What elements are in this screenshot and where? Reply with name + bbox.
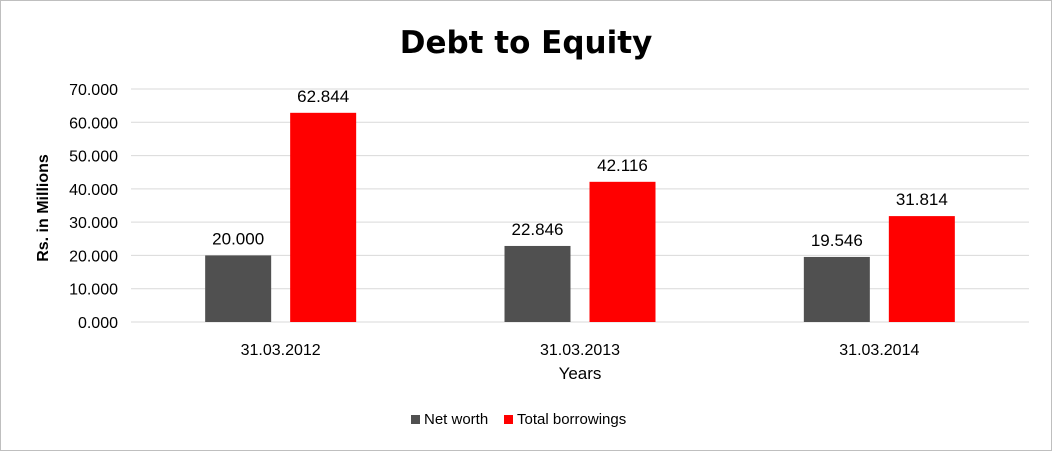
data-label: 22.846 — [512, 220, 564, 239]
data-label: 31.814 — [896, 190, 948, 209]
y-tick-label: 20.000 — [69, 248, 118, 265]
data-labels: 20.000 62.844 22.846 42.116 19.546 31.814 — [212, 87, 948, 250]
bar-total-borrowings — [888, 216, 955, 322]
bar-net-worth — [803, 256, 870, 322]
legend: Net worth Total borrowings — [411, 411, 626, 428]
y-tick-label: 40.000 — [69, 182, 118, 199]
bar-total-borrowings — [589, 181, 656, 322]
legend-label: Total borrowings — [517, 411, 626, 428]
data-label: 42.116 — [597, 156, 648, 175]
x-tick-label: 31.03.2013 — [540, 342, 620, 359]
x-tick-label: 31.03.2012 — [241, 342, 321, 359]
y-tick-label: 70.000 — [69, 82, 118, 99]
y-tick-label: 50.000 — [69, 149, 118, 166]
data-label: 19.546 — [811, 231, 863, 250]
gridlines — [131, 88, 1029, 323]
bar-net-worth — [504, 245, 571, 322]
legend-label: Net worth — [424, 411, 488, 428]
y-axis-title: Rs. in Millions — [35, 154, 52, 262]
y-tick-label: 0.000 — [78, 315, 118, 332]
y-axis-ticks: 0.000 10.000 20.000 30.000 40.000 50.000 60.00… — [69, 82, 118, 332]
y-tick-label: 30.000 — [69, 215, 118, 232]
x-axis-title: Years — [559, 364, 602, 383]
bars — [205, 112, 955, 322]
x-tick-label: 31.03.2014 — [839, 342, 919, 359]
data-label: 20.000 — [212, 229, 264, 248]
x-axis-ticks: 31.03.2012 31.03.2013 31.03.2014 — [241, 342, 920, 359]
bar-total-borrowings — [290, 112, 357, 322]
y-tick-label: 10.000 — [69, 282, 118, 299]
legend-swatch — [411, 415, 420, 424]
chart-title: Debt to Equity — [400, 25, 653, 61]
bar-net-worth — [205, 255, 272, 322]
legend-swatch — [504, 415, 513, 424]
y-tick-label: 60.000 — [69, 115, 118, 132]
data-label: 62.844 — [297, 87, 349, 106]
